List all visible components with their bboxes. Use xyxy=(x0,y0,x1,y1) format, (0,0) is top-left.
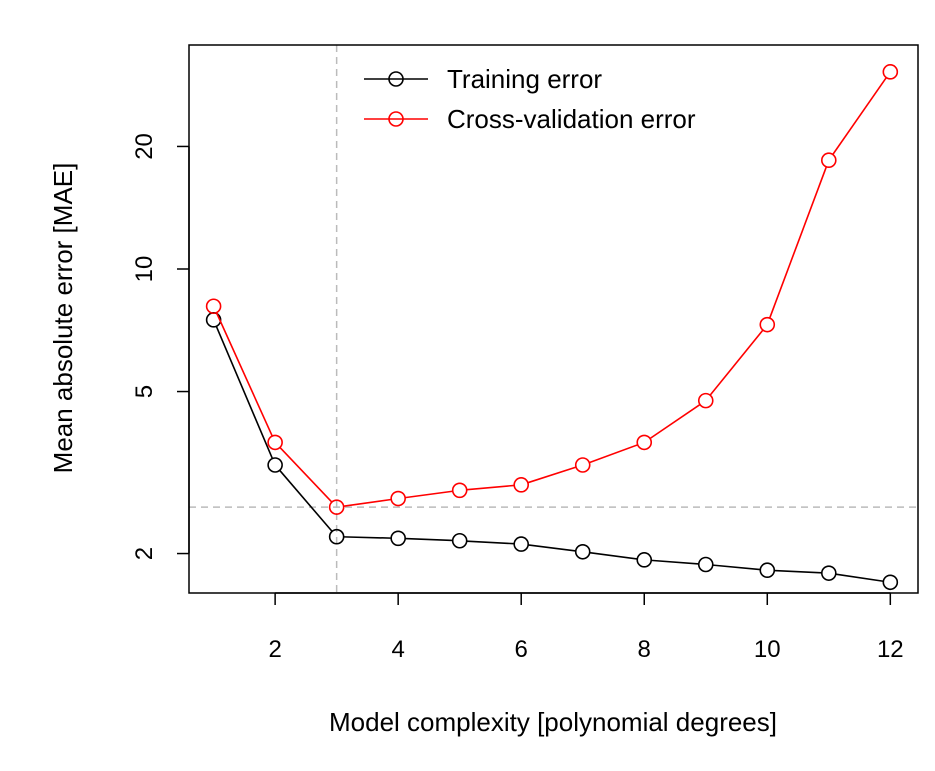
series-line-segment xyxy=(527,466,577,484)
series-line-segment xyxy=(343,498,392,507)
series-line-segment xyxy=(466,484,515,491)
series-line-segment xyxy=(405,537,453,542)
series-layer xyxy=(205,64,899,591)
series-line-segment xyxy=(835,573,884,583)
series-line-segment xyxy=(215,325,274,459)
series-line-segment xyxy=(589,551,638,560)
series-line-segment xyxy=(589,444,638,464)
data-point xyxy=(390,530,406,547)
series-cross-validation-error xyxy=(205,64,899,515)
x-tick-label: 10 xyxy=(754,636,781,663)
y-tick-label: 10 xyxy=(131,256,158,283)
data-point xyxy=(328,499,345,515)
data-point xyxy=(882,64,899,80)
data-point xyxy=(759,316,776,333)
series-line-segment xyxy=(712,564,761,571)
data-point xyxy=(574,543,591,560)
data-point xyxy=(820,565,837,581)
data-point xyxy=(513,536,530,552)
data-point xyxy=(820,152,837,169)
data-point xyxy=(390,490,406,507)
axes-layer: 2 4 6 8 10 12 2 5 10 20 xyxy=(131,133,904,663)
legend-label-cv: Cross-validation error xyxy=(447,104,696,134)
data-point xyxy=(267,457,283,473)
data-point xyxy=(328,528,345,545)
legend-marker-cv xyxy=(388,111,404,127)
series-line-segment xyxy=(279,446,333,503)
series-line-segment xyxy=(774,569,822,574)
series-training-error xyxy=(205,312,899,591)
series-line-segment xyxy=(343,536,392,539)
data-point xyxy=(759,562,776,579)
series-line-segment xyxy=(649,403,701,440)
y-tick-label: 20 xyxy=(131,133,158,160)
legend: Training error Cross-validation error xyxy=(364,64,696,134)
legend-label-training: Training error xyxy=(447,64,602,94)
x-tick-label: 6 xyxy=(515,636,528,663)
data-point xyxy=(636,552,653,568)
data-point xyxy=(636,434,653,451)
series-line-segment xyxy=(466,540,515,545)
series-line-segment xyxy=(709,329,764,396)
y-tick-label: 5 xyxy=(131,385,158,398)
series-line-segment xyxy=(215,312,273,437)
x-tick-label: 12 xyxy=(877,636,904,663)
data-point xyxy=(697,392,714,409)
legend-marker-training xyxy=(388,71,404,87)
data-point xyxy=(267,434,283,451)
x-axis-title: Model complexity [polynomial degrees] xyxy=(329,707,777,737)
series-line-segment xyxy=(832,77,887,155)
series-line-segment xyxy=(279,469,333,532)
series-line-segment xyxy=(404,490,453,499)
series-line-segment xyxy=(528,544,576,552)
data-point xyxy=(451,482,468,499)
y-tick-label: 2 xyxy=(131,547,158,560)
y-axis-title: Mean absolute error [MAE] xyxy=(48,163,78,474)
data-point xyxy=(205,298,222,315)
data-point xyxy=(451,532,468,549)
x-tick-label: 4 xyxy=(391,636,404,663)
series-line-segment xyxy=(768,166,828,319)
data-point xyxy=(697,556,714,573)
data-point xyxy=(513,477,530,493)
x-tick-label: 2 xyxy=(268,636,281,663)
data-point xyxy=(882,574,899,591)
data-point xyxy=(574,457,591,473)
x-tick-label: 8 xyxy=(638,636,651,663)
series-line-segment xyxy=(651,559,699,565)
